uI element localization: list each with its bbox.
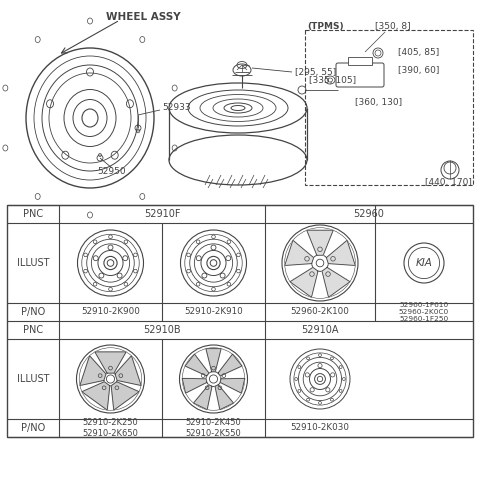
Polygon shape bbox=[185, 354, 209, 376]
Polygon shape bbox=[115, 356, 141, 386]
Polygon shape bbox=[95, 352, 126, 373]
Text: 52910-2K450
52910-2K550: 52910-2K450 52910-2K550 bbox=[186, 418, 241, 437]
Text: 52910B: 52910B bbox=[143, 325, 181, 335]
Polygon shape bbox=[111, 382, 139, 410]
Polygon shape bbox=[220, 379, 245, 393]
Text: 52910-2K900: 52910-2K900 bbox=[81, 307, 140, 317]
FancyBboxPatch shape bbox=[336, 63, 384, 87]
Text: [360, 130]: [360, 130] bbox=[355, 98, 402, 107]
Bar bbox=[305, 30, 473, 185]
Text: [440, 170]: [440, 170] bbox=[425, 177, 471, 186]
Text: [405, 85]: [405, 85] bbox=[398, 48, 439, 57]
Text: 52933: 52933 bbox=[162, 103, 191, 112]
Text: (TPMS): (TPMS) bbox=[307, 22, 344, 31]
Polygon shape bbox=[285, 240, 313, 266]
Polygon shape bbox=[80, 356, 106, 386]
Polygon shape bbox=[326, 240, 355, 266]
Polygon shape bbox=[307, 230, 333, 255]
Text: [295, 55]: [295, 55] bbox=[295, 68, 336, 77]
Polygon shape bbox=[322, 268, 350, 297]
Text: KIA: KIA bbox=[416, 258, 432, 268]
Text: [335, 105]: [335, 105] bbox=[309, 76, 356, 85]
Text: [350, 8]: [350, 8] bbox=[375, 22, 410, 31]
Polygon shape bbox=[193, 385, 212, 410]
Polygon shape bbox=[82, 382, 110, 410]
Text: ILLUST: ILLUST bbox=[17, 374, 49, 384]
Text: P/NO: P/NO bbox=[21, 423, 45, 433]
Polygon shape bbox=[290, 268, 318, 297]
Text: 52910-2K250
52910-2K650: 52910-2K250 52910-2K650 bbox=[83, 418, 138, 437]
Text: PNC: PNC bbox=[23, 209, 43, 219]
Text: P/NO: P/NO bbox=[21, 307, 45, 317]
Polygon shape bbox=[218, 354, 242, 376]
Text: 52910-2K030: 52910-2K030 bbox=[290, 423, 349, 432]
Text: 52910F: 52910F bbox=[144, 209, 180, 219]
Text: 52960-1F610
52960-2K0C0
52960-1F250: 52960-1F610 52960-2K0C0 52960-1F250 bbox=[399, 302, 449, 322]
Polygon shape bbox=[215, 385, 233, 410]
Text: 52960-2K100: 52960-2K100 bbox=[290, 307, 349, 317]
Text: [390, 60]: [390, 60] bbox=[398, 66, 439, 75]
Text: 52910A: 52910A bbox=[301, 325, 339, 335]
Text: 52910-2K910: 52910-2K910 bbox=[184, 307, 243, 317]
Ellipse shape bbox=[188, 90, 288, 126]
Text: 52950: 52950 bbox=[98, 167, 126, 176]
Text: 52960: 52960 bbox=[354, 209, 384, 219]
Polygon shape bbox=[206, 349, 221, 372]
Polygon shape bbox=[182, 379, 207, 393]
Text: ILLUST: ILLUST bbox=[17, 258, 49, 268]
Text: WHEEL ASSY: WHEEL ASSY bbox=[106, 12, 180, 22]
Bar bbox=[7, 205, 473, 437]
Bar bbox=[348, 57, 372, 65]
Text: PNC: PNC bbox=[23, 325, 43, 335]
